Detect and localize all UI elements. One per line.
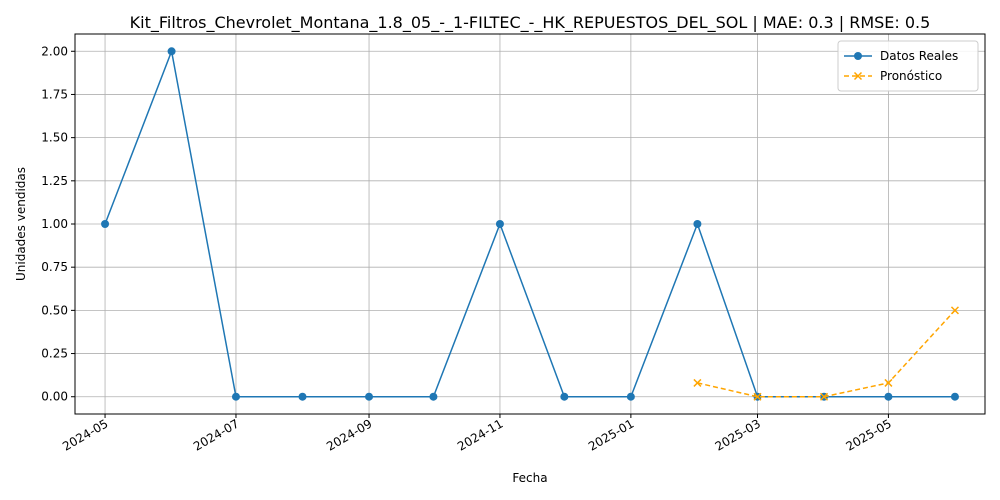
grid [75, 34, 985, 414]
series-pron-stico [693, 306, 959, 401]
data-point [429, 392, 438, 401]
y-tick-label: 1.25 [41, 174, 68, 188]
y-tick-label: 2.00 [41, 44, 68, 58]
legend-label-datos-reales: Datos Reales [880, 49, 958, 63]
data-point [884, 392, 893, 401]
y-tick-label: 1.50 [41, 131, 68, 145]
y-tick-label: 1.00 [41, 217, 68, 231]
y-tick-label: 0.00 [41, 390, 68, 404]
data-point [693, 220, 702, 228]
legend-marker-pronostico [853, 71, 863, 81]
data-point [560, 392, 569, 401]
data-point [365, 392, 374, 401]
legend-marker-datos-reales [854, 52, 862, 60]
y-tick-label: 0.25 [41, 347, 68, 361]
data-point [626, 392, 635, 401]
data-point [950, 306, 959, 315]
data-point [167, 47, 176, 56]
series-group [101, 47, 959, 401]
y-tick-label: 1.75 [41, 87, 68, 101]
y-axis-title: Unidades vendidas [14, 167, 28, 281]
data-point [298, 392, 307, 401]
legend: Datos Reales Pronóstico [837, 40, 979, 92]
x-axis-title: Fecha [512, 471, 547, 485]
data-point [231, 392, 240, 401]
data-point [693, 378, 702, 387]
data-point [101, 220, 110, 228]
data-point [884, 378, 893, 387]
data-point [753, 392, 762, 401]
legend-box [837, 40, 979, 92]
y-tick-label: 0.75 [41, 260, 68, 274]
data-point [950, 392, 959, 401]
y-tick-label: 0.50 [41, 303, 68, 317]
data-point [820, 392, 829, 401]
legend-label-pronostico: Pronóstico [880, 69, 942, 83]
chart-title: Kit_Filtros_Chevrolet_Montana_1.8_05_-_1… [130, 13, 931, 33]
series-line [104, 48, 955, 398]
data-point [495, 220, 504, 228]
